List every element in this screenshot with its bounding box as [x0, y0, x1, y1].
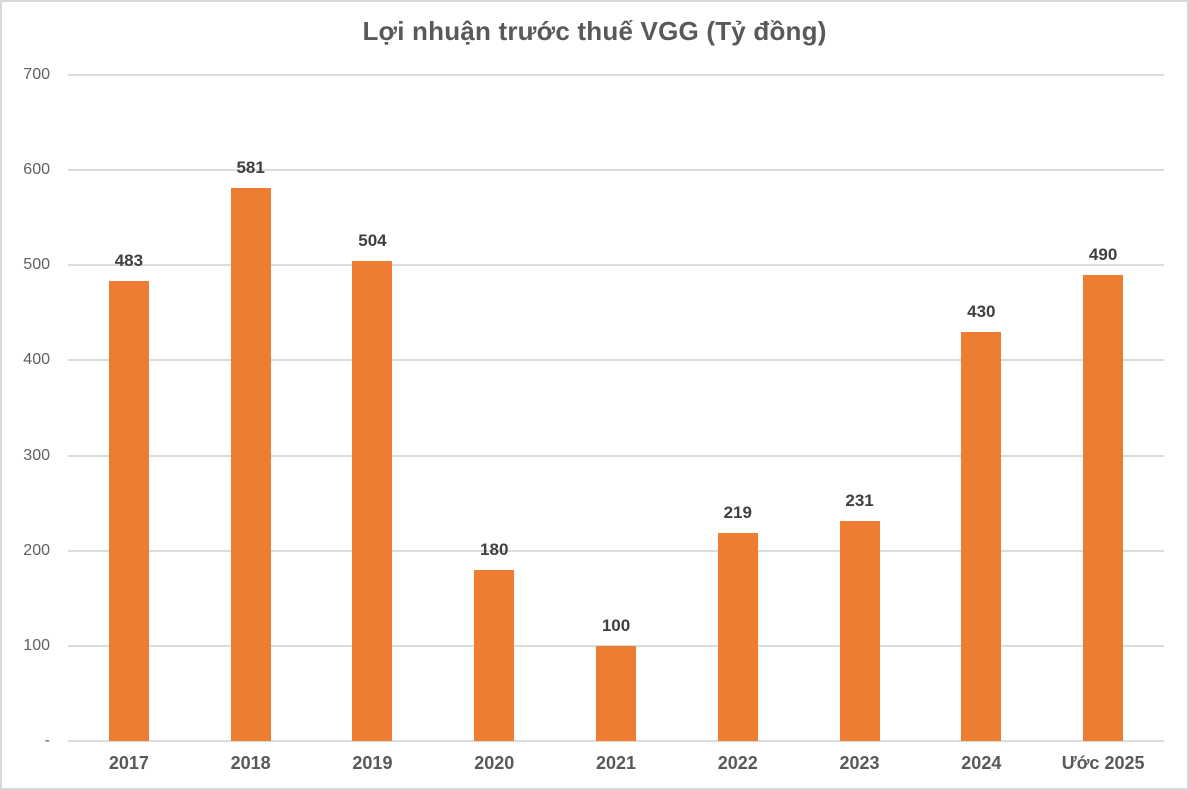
y-tick-label: 300 — [23, 446, 50, 464]
y-tick-label: 400 — [23, 351, 50, 369]
bar-2024 — [961, 331, 1002, 741]
x-tick-label-2023: 2023 — [839, 753, 880, 773]
bar-value-label: 504 — [358, 231, 387, 251]
bar-2023 — [839, 521, 880, 741]
x-tick-label-2017: 2017 — [108, 753, 149, 773]
bar-2021 — [596, 645, 636, 741]
x-tick-label-2018: 2018 — [230, 753, 271, 773]
bar-value-label: 430 — [967, 301, 996, 321]
bar-2020 — [474, 569, 515, 741]
y-tick-label: - — [44, 732, 50, 749]
gridline-y-0 — [68, 740, 1164, 742]
bar-value-label: 180 — [480, 539, 509, 559]
bar-2019 — [352, 261, 393, 741]
bar-2017 — [108, 281, 149, 741]
gridline-y-300 — [68, 454, 1164, 457]
gridline-y-700 — [68, 74, 1164, 76]
x-tick-label-2024: 2024 — [961, 753, 1002, 773]
y-tick-label: 600 — [23, 161, 50, 179]
y-tick-label: 700 — [23, 66, 50, 83]
x-tick-label-2021: 2021 — [595, 753, 637, 773]
x-tick-label-2020: 2020 — [474, 753, 515, 773]
bar-value-label: 219 — [723, 502, 752, 522]
y-tick-label: 200 — [23, 541, 50, 559]
bar-value-label: 100 — [601, 615, 631, 635]
gridline-y-600 — [68, 169, 1164, 172]
y-tick-label: 500 — [23, 256, 50, 274]
chart-title: Lợi nhuận trước thuế VGG (Tỷ đồng) — [362, 16, 827, 46]
bar-Ước 2025 — [1083, 274, 1124, 741]
gridline-y-400 — [68, 359, 1164, 362]
gridline-y-200 — [68, 549, 1164, 552]
x-tick-label-2019: 2019 — [352, 753, 393, 773]
bar-2018 — [230, 188, 271, 741]
bar-value-label: 581 — [236, 158, 265, 178]
bar-value-label: 490 — [1088, 244, 1118, 264]
x-tick-label-Ước 2025: Ước 2025 — [1061, 753, 1145, 773]
bar-value-label: 483 — [114, 251, 144, 271]
plot-area: 483 2017 581 2018 504 2019 180 2020 100 2021 219 20… — [68, 74, 1164, 773]
y-tick-label: 100 — [23, 636, 50, 654]
gridline-y-500 — [68, 264, 1164, 267]
x-tick-label-2022: 2022 — [717, 753, 758, 773]
bar-value-label: 231 — [845, 491, 874, 511]
bar-2022 — [717, 532, 758, 741]
